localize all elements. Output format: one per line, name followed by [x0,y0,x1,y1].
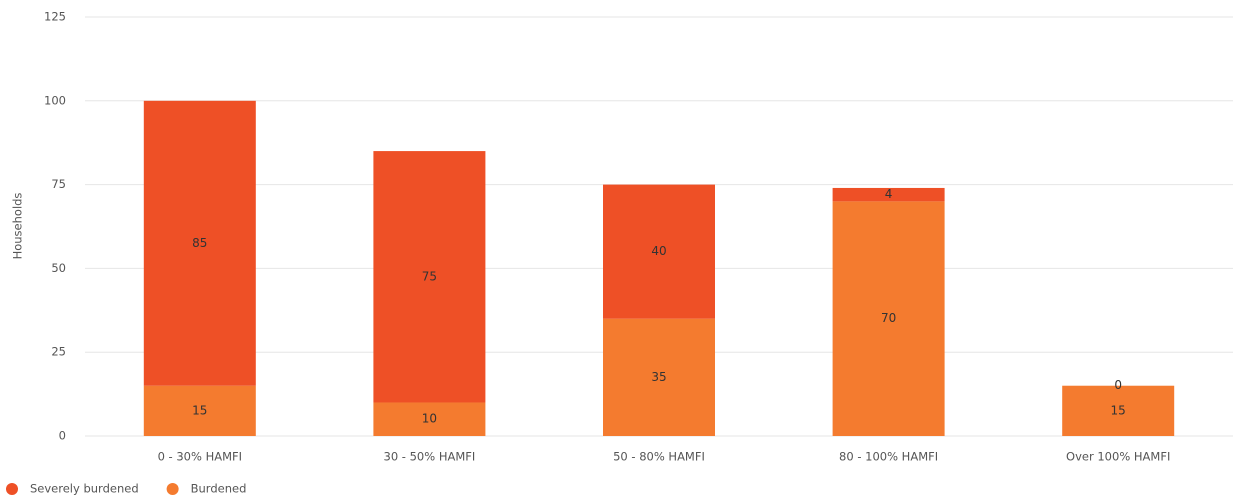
x-tick-label: 30 - 50% HAMFI [384,450,476,464]
data-label: 40 [651,244,666,258]
legend-marker [6,483,18,495]
y-tick-label: 0 [59,429,66,443]
legend-marker [166,483,179,495]
x-tick-label: 80 - 100% HAMFI [839,450,938,464]
bar-segment [373,151,486,403]
data-label: 75 [422,269,437,283]
data-label: 15 [192,403,207,417]
data-label: 0 [1114,378,1122,392]
data-label: 10 [422,412,437,426]
bar-segment [1062,385,1175,436]
data-label: 35 [651,370,666,384]
data-label: 15 [1111,403,1126,417]
data-label: 70 [881,311,896,325]
bar-segment [832,201,945,436]
bar-segment [373,402,486,436]
y-tick-label: 25 [51,345,66,359]
bar-segment [603,318,715,436]
data-label: 4 [885,187,893,201]
y-tick-label: 75 [51,177,66,191]
x-tick-label: Over 100% HAMFI [1066,450,1170,464]
data-label: 85 [192,236,207,250]
y-tick-label: 50 [51,261,66,275]
bar-segment [143,385,256,436]
bar-segment [832,187,945,202]
x-tick-label: 50 - 80% HAMFI [613,450,705,464]
y-tick-label: 125 [44,10,66,24]
legend-label: Burdened [191,482,247,496]
bar-segment [143,100,256,386]
x-tick-label: 0 - 30% HAMFI [158,450,242,464]
bar-segment [603,184,715,319]
y-tick-label: 100 [44,93,66,107]
legend-label: Severely burdened [30,482,139,496]
y-axis-label: Households [11,193,25,260]
